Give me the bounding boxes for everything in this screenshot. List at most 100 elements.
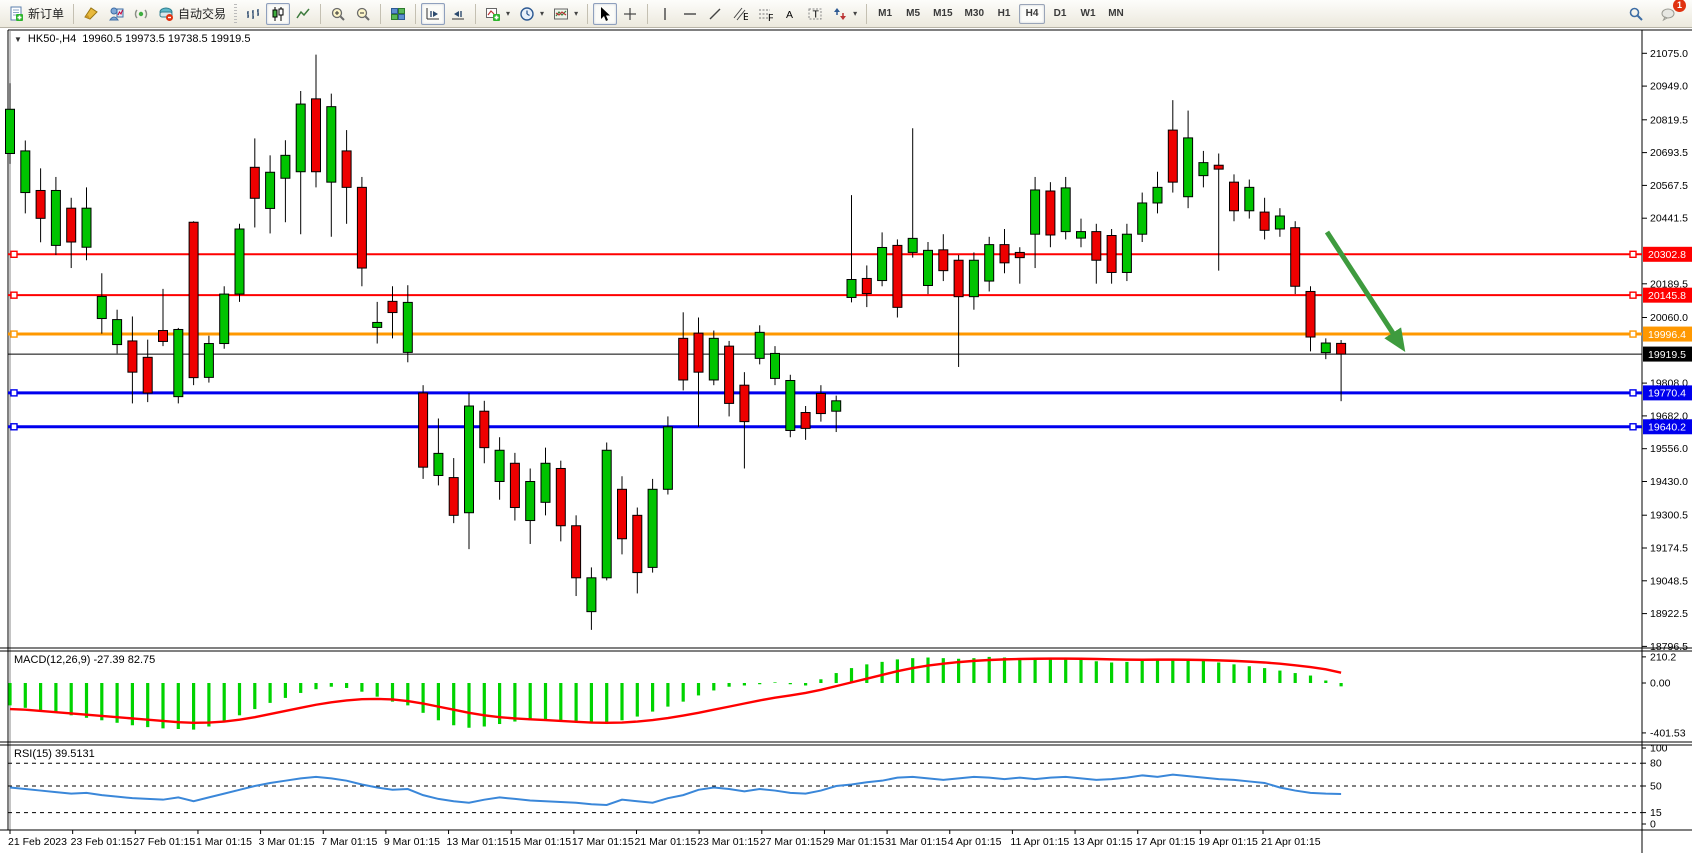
separator <box>587 3 589 24</box>
chart-shift-button[interactable] <box>446 3 470 25</box>
tile-windows-icon <box>391 7 406 20</box>
separator <box>73 3 75 24</box>
timeframe-m1-button[interactable]: M1 <box>878 8 893 19</box>
svg-text:19770.4: 19770.4 <box>1648 388 1686 400</box>
date-axis[interactable]: 21 Feb 2023 23 Feb 01:15 27 Feb 01:15 1 Mar… <box>8 830 1321 848</box>
vertical-line-button[interactable] <box>653 3 677 25</box>
timeframe-d1-button[interactable]: D1 <box>1053 8 1067 19</box>
svg-text:3 Mar 01:15: 3 Mar 01:15 <box>259 836 315 848</box>
svg-text:23 Feb 01:15: 23 Feb 01:15 <box>71 836 133 848</box>
svg-text:100: 100 <box>1650 743 1668 755</box>
separator <box>866 3 868 24</box>
clock-icon <box>520 6 534 21</box>
svg-text:20819.5: 20819.5 <box>1650 114 1688 126</box>
candle-chart-button[interactable] <box>266 2 291 25</box>
svg-text:21 Apr 01:15: 21 Apr 01:15 <box>1261 836 1321 848</box>
timeframe-m30-button[interactable]: M30 <box>964 8 984 19</box>
signal-icon <box>134 9 148 18</box>
svg-text:0.00: 0.00 <box>1650 678 1671 690</box>
auto-scroll-button[interactable] <box>421 2 446 25</box>
dropdown-arrow-icon: ▾ <box>506 9 511 18</box>
svg-text:80: 80 <box>1650 758 1662 770</box>
zoom-out-button[interactable] <box>351 3 375 25</box>
zoom-in-button[interactable] <box>326 3 350 25</box>
search-button[interactable] <box>1624 3 1648 25</box>
fibonacci-button[interactable]: F <box>753 3 777 25</box>
svg-text:20302.8: 20302.8 <box>1648 249 1686 261</box>
periods-button[interactable]: ▾ <box>515 3 548 25</box>
crosshair-icon <box>624 7 637 20</box>
tile-windows-button[interactable] <box>386 3 410 25</box>
svg-text:20693.5: 20693.5 <box>1650 147 1688 159</box>
indicators-button[interactable]: ▾ <box>481 3 514 25</box>
svg-text:20949.0: 20949.0 <box>1650 81 1688 93</box>
timeframe-m5-button[interactable]: M5 <box>906 8 921 19</box>
svg-text:18796.5: 18796.5 <box>1650 641 1688 653</box>
auto-trading-button[interactable]: 自动交易 <box>154 3 230 25</box>
svg-text:19 Apr 01:15: 19 Apr 01:15 <box>1198 836 1258 848</box>
svg-text:19996.4: 19996.4 <box>1648 329 1686 341</box>
rsi-line <box>9 773 1342 807</box>
hline-19770.4[interactable]: 19770.4 <box>8 385 1692 401</box>
hline-19640.2[interactable]: 19640.2 <box>8 419 1692 435</box>
svg-text:4 Apr 01:15: 4 Apr 01:15 <box>948 836 1002 848</box>
arrow-objects-icon <box>834 7 847 20</box>
svg-text:19048.5: 19048.5 <box>1650 575 1688 587</box>
svg-text:A: A <box>786 9 793 21</box>
toolbar-grip <box>234 3 238 24</box>
text-button[interactable]: A <box>778 3 802 25</box>
line-chart-button[interactable] <box>291 3 315 25</box>
chat-bubble-icon <box>1661 8 1675 21</box>
timeframe-h1-button[interactable]: H1 <box>997 8 1011 19</box>
bar-chart-button[interactable] <box>241 3 265 25</box>
fibonacci-icon: F <box>759 9 773 22</box>
svg-text:21075.0: 21075.0 <box>1650 48 1688 60</box>
zoom-in-icon <box>331 7 345 21</box>
cursor-button[interactable] <box>593 2 618 25</box>
macd-pane: 210.2 0.00 -401.53 <box>8 651 1686 739</box>
main-toolbar: 新订单 自动交易 ▾ ▾ <box>0 0 1692 28</box>
notification-badge: 1 <box>1673 0 1686 12</box>
timeframe-m15-button[interactable]: M15 <box>933 8 953 19</box>
hline-19996.4[interactable]: 19996.4 <box>8 326 1692 342</box>
svg-text:19174.5: 19174.5 <box>1650 543 1688 555</box>
auto-trading-label: 自动交易 <box>178 7 227 21</box>
svg-text:17 Apr 01:15: 17 Apr 01:15 <box>1136 836 1196 848</box>
timeframe-mn-button[interactable]: MN <box>1108 8 1124 19</box>
templates-button[interactable]: ▾ <box>549 3 582 25</box>
equidistant-channel-button[interactable]: E <box>728 3 752 25</box>
hline-20302.8[interactable]: 20302.8 <box>8 246 1692 262</box>
chart-area[interactable]: 21075.0 20949.0 20819.5 20693.5 20567.5 20441… <box>0 28 1692 854</box>
svg-text:29 Mar 01:15: 29 Mar 01:15 <box>822 836 884 848</box>
svg-text:F: F <box>768 12 773 22</box>
separator <box>320 3 322 24</box>
downtrend-arrow-annotation[interactable] <box>1324 230 1406 353</box>
terminal-button[interactable] <box>104 3 128 25</box>
styler-button[interactable] <box>79 3 103 25</box>
dropdown-arrow-icon: ▾ <box>574 9 579 18</box>
separator <box>380 3 382 24</box>
arrows-button[interactable]: ▾ <box>828 3 861 25</box>
crosshair-button[interactable] <box>618 3 642 25</box>
text-label-button[interactable]: T <box>803 3 827 25</box>
signals-button[interactable] <box>129 3 153 25</box>
text-icon: A <box>786 9 793 21</box>
trendline-button[interactable] <box>703 3 727 25</box>
horizontal-line-button[interactable] <box>678 3 702 25</box>
trendline-icon <box>709 8 721 19</box>
svg-text:20145.8: 20145.8 <box>1648 290 1686 302</box>
notifications-button[interactable]: 1 <box>1656 0 1686 25</box>
chart-shift-icon <box>452 10 465 19</box>
new-order-button[interactable]: 新订单 <box>4 3 68 25</box>
chart-collapse-icon[interactable]: ▼ <box>14 34 22 44</box>
svg-text:18922.5: 18922.5 <box>1650 608 1688 620</box>
svg-text:17 Mar 01:15: 17 Mar 01:15 <box>572 836 634 848</box>
chart-symbol-period: HK50-,H4 <box>27 33 77 45</box>
timeframe-w1-button[interactable]: W1 <box>1080 8 1096 19</box>
svg-text:21 Mar 01:15: 21 Mar 01:15 <box>635 836 697 848</box>
timeframe-h4-button[interactable]: H4 <box>1019 3 1045 24</box>
price-axis[interactable]: 21075.0 20949.0 20819.5 20693.5 20567.5 20441… <box>1642 48 1688 653</box>
svg-text:0: 0 <box>1650 819 1656 831</box>
hline-19919.5[interactable]: 19919.5 <box>8 346 1692 362</box>
